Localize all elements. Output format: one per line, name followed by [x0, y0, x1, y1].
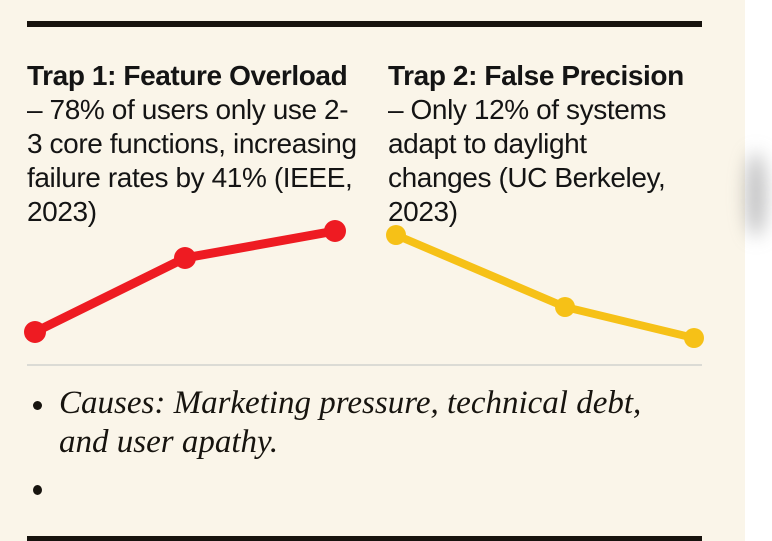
bottom-rule: [27, 536, 702, 541]
page-edge-strip: [745, 0, 772, 541]
trap1-heading: Trap 1: Feature Overload: [27, 60, 348, 91]
trap1-text-block: Trap 1: Feature Overload – 78% of users …: [27, 59, 361, 229]
trap2-heading: Trap 2: False Precision: [388, 60, 684, 91]
trap1-body: – 78% of users only use 2-3 core functio…: [27, 94, 357, 227]
bullet-dot: [33, 485, 42, 495]
trap2-text-block: Trap 2: False Precision – Only 12% of sy…: [388, 59, 690, 229]
top-rule: [27, 21, 702, 27]
causes-bullet-text: Causes: Marketing pressure, technical de…: [59, 385, 642, 460]
trap2-body: – Only 12% of systems adapt to daylight …: [388, 94, 666, 227]
empty-bullet: [27, 474, 59, 495]
bullet-dot: [33, 401, 42, 410]
divider-rule: [27, 364, 702, 366]
slide-card: Trap 1: Feature Overload – 78% of users …: [0, 0, 745, 541]
next-card-shadow: [746, 152, 766, 237]
causes-bullet: Causes: Marketing pressure, technical de…: [27, 384, 647, 462]
